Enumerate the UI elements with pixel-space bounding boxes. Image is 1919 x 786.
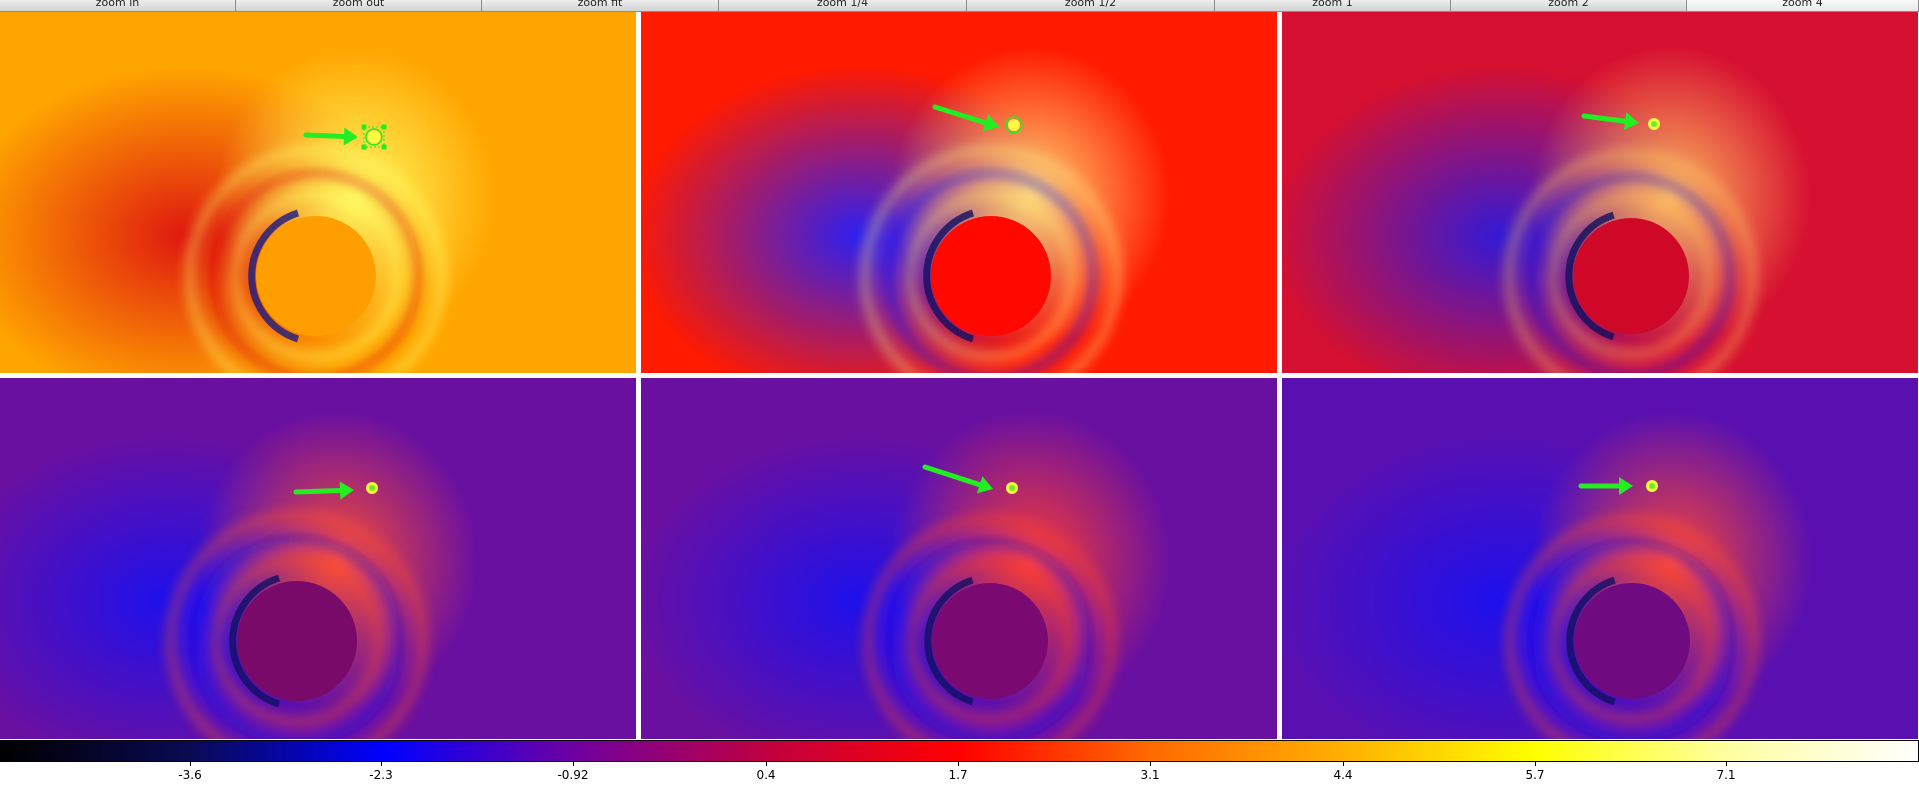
point-region xyxy=(1651,121,1657,127)
coronagraph-mask xyxy=(931,216,1051,336)
colorbar[interactable] xyxy=(0,740,1919,762)
arrow-shaft xyxy=(1581,113,1628,124)
zoom-in-button[interactable]: zoom in xyxy=(0,0,236,11)
zoom-2-button[interactable]: zoom 2 xyxy=(1451,0,1687,11)
arrow-head-icon xyxy=(982,114,999,132)
coronagraph-mask xyxy=(237,581,357,701)
colorbar-labels: -3.6 -2.3 -0.92 0.4 1.7 3.1 4.4 5.7 7.1 xyxy=(0,762,1919,786)
frame-4[interactable] xyxy=(0,378,636,739)
coronagraph-mask xyxy=(1573,218,1689,334)
speckle-rings xyxy=(1506,515,1758,739)
point-region xyxy=(1009,485,1015,491)
point-region xyxy=(1649,483,1655,489)
circle-region xyxy=(365,128,383,146)
zoom-toolbar: zoom in zoom out zoom fit zoom 1/4 zoom 1/2 z… xyxy=(0,0,1919,12)
colorbar-tick-label: -0.92 xyxy=(557,768,589,782)
zoom-out-button[interactable]: zoom out xyxy=(236,0,482,11)
colorbar-tick-label: 1.7 xyxy=(948,768,968,782)
selection-box xyxy=(363,126,385,148)
colorbar-tick-label: 7.1 xyxy=(1716,768,1736,782)
arrow-head-icon xyxy=(343,127,358,146)
arrow-shaft xyxy=(932,104,989,126)
coronagraph-mask xyxy=(256,216,376,336)
zoom-fit-button[interactable]: zoom fit xyxy=(482,0,719,11)
zoom-half-button[interactable]: zoom 1/2 xyxy=(967,0,1215,11)
arrow-shaft xyxy=(303,132,347,139)
zoom-quarter-button[interactable]: zoom 1/4 xyxy=(719,0,967,11)
arrow-shaft xyxy=(922,464,983,488)
speckle-rings xyxy=(864,515,1116,739)
frame-3[interactable] xyxy=(1282,12,1918,373)
point-region xyxy=(369,485,375,491)
speckle-rings xyxy=(186,146,446,373)
colorbar-tick xyxy=(958,762,959,766)
coronagraph-mask xyxy=(1574,583,1690,699)
coronagraph-mask xyxy=(932,583,1048,699)
selection-handle xyxy=(361,144,367,150)
arrow-head-icon xyxy=(976,476,993,494)
arrow-shaft xyxy=(293,487,343,495)
frame-2[interactable] xyxy=(641,12,1277,373)
selection-handle xyxy=(361,124,367,130)
colorbar-tick-label: -2.3 xyxy=(369,768,393,782)
point-source xyxy=(368,131,380,143)
frame-1[interactable] xyxy=(0,12,636,373)
colorbar-tick-label: 0.4 xyxy=(756,768,776,782)
speckle-rings xyxy=(861,146,1121,373)
point-source xyxy=(1008,119,1020,131)
arrow-head-icon xyxy=(339,481,354,500)
dark-crescent xyxy=(1566,576,1616,706)
colorbar-tick xyxy=(1726,762,1727,766)
colorbar-tick xyxy=(766,762,767,766)
speckle-rings xyxy=(1505,150,1757,373)
frame-grid xyxy=(0,12,1918,739)
colorbar-tick-label: 4.4 xyxy=(1333,768,1353,782)
arrow-head-icon xyxy=(1619,477,1633,495)
colorbar-tick xyxy=(1535,762,1536,766)
dark-crescent xyxy=(1565,211,1615,341)
frame-5[interactable] xyxy=(641,378,1277,739)
zoom-1-button[interactable]: zoom 1 xyxy=(1215,0,1451,11)
selection-handle xyxy=(381,124,387,130)
arrow-head-icon xyxy=(1623,112,1639,131)
colorbar-tick xyxy=(1150,762,1151,766)
frame-6[interactable] xyxy=(1282,378,1918,739)
dark-crescent xyxy=(229,574,281,708)
circle-region xyxy=(1005,116,1023,134)
colorbar-tick-label: 3.1 xyxy=(1140,768,1160,782)
colorbar-tick xyxy=(381,762,382,766)
selection-handle xyxy=(381,144,387,150)
dark-crescent xyxy=(923,209,975,343)
colorbar-tick xyxy=(190,762,191,766)
colorbar-tick-label: 5.7 xyxy=(1525,768,1545,782)
dark-crescent xyxy=(248,209,300,343)
colorbar-tick xyxy=(1343,762,1344,766)
colorbar-tick xyxy=(573,762,574,766)
zoom-4-button[interactable]: zoom 4 xyxy=(1687,0,1919,11)
colorbar-tick-label: -3.6 xyxy=(178,768,202,782)
dark-crescent xyxy=(924,576,974,706)
speckle-rings xyxy=(167,511,427,739)
